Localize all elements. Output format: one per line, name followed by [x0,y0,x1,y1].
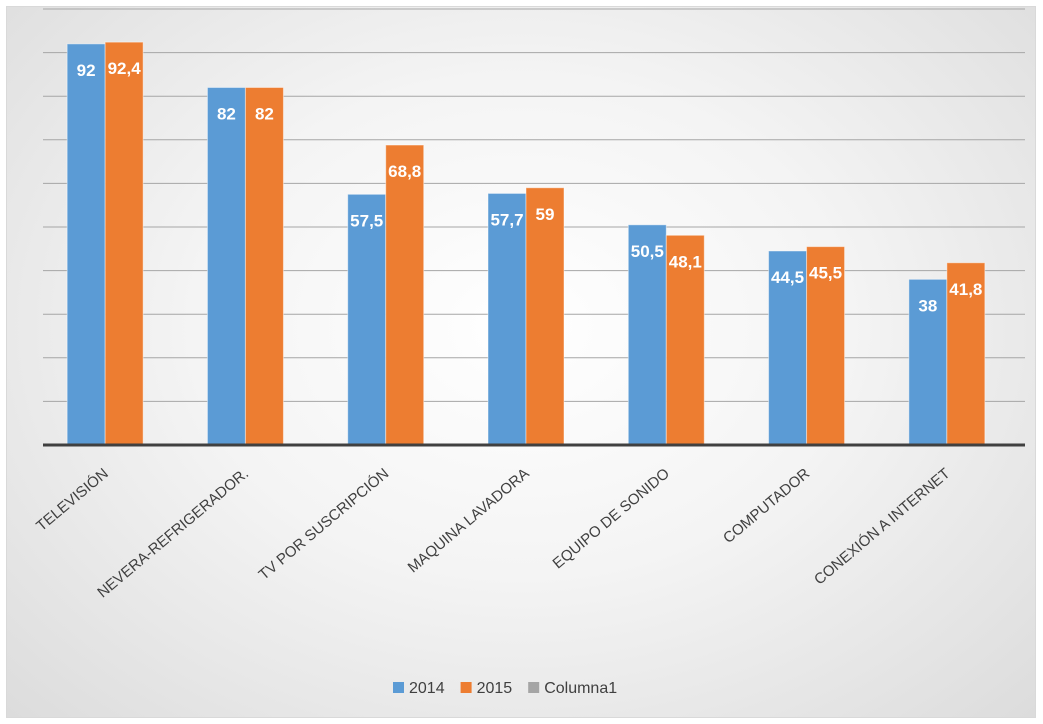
data-labels: 92 92,4 82 82 57,5 68,8 57,7 59 50,5 48,1 44,5 45,5… [77,59,983,315]
data-label: 82 [255,104,274,123]
legend-swatch [393,682,404,693]
bar-2015 [244,86,284,446]
data-label: 92,4 [108,59,142,78]
bar-2015 [525,187,565,446]
bar-chart: 92 92,4 82 82 57,5 68,8 57,7 59 50,5 48,1 44,5 45,5… [33,8,1025,697]
bar-2014 [908,278,948,446]
data-label: 92 [77,61,96,80]
data-label: 41,8 [949,280,982,299]
bars [66,41,986,446]
legend-label: 2014 [409,680,445,697]
data-label: 44,5 [771,268,804,287]
x-tick-label: CONEXIÓN A INTERNET [811,465,953,588]
bar-2015 [104,41,144,446]
data-label: 57,5 [350,211,383,230]
bar-2015 [665,234,705,446]
data-label: 57,7 [490,210,523,229]
bar-2014 [206,86,246,446]
bar-2015 [946,262,986,446]
legend-label: 2015 [477,680,513,697]
legend-label: Columna1 [544,680,617,697]
x-tick-label: NEVERA-REFRIGERADOR. [94,465,252,601]
bar-2015 [806,246,846,446]
data-label: 50,5 [631,242,664,261]
bar-2015 [385,144,425,446]
x-tick-label: MAQUINA LAVADORA [405,465,533,576]
x-tick-label: EQUIPO DE SONIDO [550,465,673,572]
legend-swatch [460,682,472,693]
legend-swatch [528,682,540,693]
data-label: 82 [217,104,236,123]
data-label: 38 [918,296,937,315]
legend: 2014 2015 Columna1 [393,680,617,697]
x-tick-label: TELEVISIÓN [33,465,112,535]
bar-2014 [66,43,106,446]
x-tick-label: COMPUTADOR [720,465,813,547]
chart-area: 92 92,4 82 82 57,5 68,8 57,7 59 50,5 48,1 44,5 45,5… [6,6,1036,718]
bar-2014 [487,192,527,446]
data-label: 68,8 [388,162,421,181]
x-tick-label: TV POR SUSCRIPCIÓN [256,465,393,584]
data-label: 48,1 [669,252,702,271]
bar-2014 [347,193,387,446]
data-label: 59 [536,205,555,224]
data-label: 45,5 [809,264,842,283]
